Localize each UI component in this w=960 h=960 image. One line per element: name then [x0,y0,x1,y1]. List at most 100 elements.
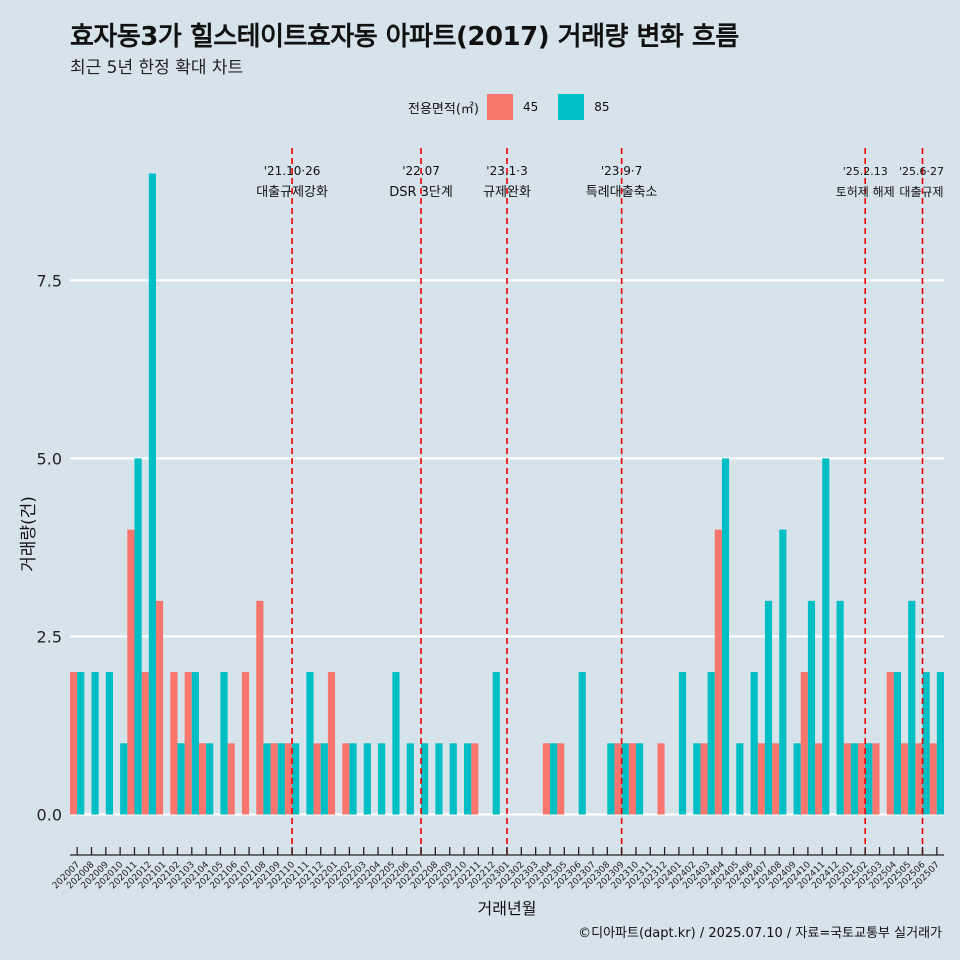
bar-45-202404 [714,529,722,815]
bar-85-202406 [750,672,758,815]
y-axis-title: 거래량(건) [19,496,39,572]
bar-85-202402 [693,743,701,815]
bar-85-202404 [721,458,730,815]
bar-85-202104 [206,743,214,815]
bar-45-202309 [614,743,622,815]
legend-label-85: 85 [594,100,610,114]
event-label: 규제완화 [483,185,531,200]
bar-45-202103 [184,672,192,815]
bar-85-202105 [220,672,228,815]
bar-45-202312 [657,743,665,815]
bar-45-202106 [227,743,235,815]
bar-85-202308 [607,743,615,815]
bar-45-202408 [772,743,780,815]
bar-85-202407 [764,600,773,815]
bar-85-202304 [549,743,558,815]
bar-45-202104 [198,743,207,815]
bar-45-202502 [858,743,866,815]
y-tick-label: 2.5 [37,627,62,646]
legend-swatch-45 [486,94,513,120]
bar-85-202504 [893,672,902,815]
y-tick-label: 5.0 [37,449,62,468]
bar-85-202212 [492,672,500,815]
event-date: '22.07 [402,164,440,178]
bar-45-202102 [170,672,178,815]
bar-45-202107 [241,672,250,815]
x-axis-title: 거래년월 [478,899,537,918]
bar-85-202409 [793,743,801,815]
bar-85-202502 [865,743,873,815]
event-label: 특례대출축소 [586,185,658,200]
bar-85-202205 [392,672,400,815]
bar-45-202101 [155,600,164,815]
bar-85-202007 [77,672,85,815]
bar-85-202207 [421,743,429,815]
bar-85-202501 [850,743,859,815]
legend-swatch-85 [558,94,585,120]
bar-45-202403 [700,743,708,815]
bar-45-202201 [327,672,336,815]
bar-85-202403 [707,672,715,815]
event-date: '25.2.13 [843,165,888,178]
legend-label-45: 45 [522,100,539,114]
bar-45-202505 [901,743,909,815]
chart-title: 효자동3가 힐스테이트효자동 아파트(2017) 거래량 변화 흐름 [70,22,739,52]
bar-85-202408 [779,529,787,815]
bar-45-202310 [628,743,636,815]
caption: ©디아파트(dapt.kr) / 2025.07.10 / 자료=국토교통부 실… [578,926,942,941]
bar-85-202011 [134,458,142,815]
bar-45-202501 [843,743,851,815]
bar-85-202410 [807,600,816,815]
bar-45-202012 [141,672,149,815]
event-label: DSR 3단계 [389,185,453,200]
bar-85-202012 [148,173,156,815]
event-date: '21.10·26 [264,164,321,178]
y-tick-label: 0.0 [37,806,62,825]
event-label: 대출규제 [899,185,943,199]
bar-85-202405 [736,743,744,815]
y-tick-label: 7.5 [37,271,62,290]
bar-45-202211 [471,743,479,815]
bar-85-202203 [363,743,371,815]
bar-85-202110 [292,743,300,815]
bar-85-202102 [177,743,185,815]
bar-85-202412 [836,600,844,815]
bar-85-202401 [678,672,687,815]
bar-45-202506 [915,743,923,815]
bar-85-202210 [464,743,472,815]
bar-85-202505 [908,600,916,815]
bar-45-202503 [872,743,880,815]
bar-45-202011 [127,529,135,815]
bar-85-202112 [320,743,328,815]
bar-85-202009 [105,672,113,815]
bar-85-202109 [277,743,285,815]
bar-85-202103 [191,672,199,815]
bar-45-202305 [557,743,565,815]
bar-45-202202 [342,743,350,815]
bar-85-202206 [406,743,414,815]
bar-45-202410 [800,672,808,815]
bar-45-202304 [542,743,550,815]
bar-85-202411 [822,458,830,815]
bar-85-202209 [449,743,457,815]
bar-45-202109 [270,743,278,815]
legend-title: 전용면적(㎡) [408,101,479,117]
bar-85-202010 [120,743,128,815]
bar-45-202411 [815,743,823,815]
bar-85-202108 [263,743,271,815]
event-date: '23.1·3 [486,164,527,178]
bar-85-202306 [578,672,586,815]
bar-85-202309 [621,743,629,815]
legend: 전용면적(㎡) 45 85 [408,93,630,121]
bar-85-202111 [306,672,314,815]
bar-45-202407 [757,743,765,815]
bar-85-202507 [936,672,944,815]
event-date: '25.6·27 [899,165,944,178]
chart-subtitle: 최근 5년 한정 확대 차트 [70,58,244,78]
event-label: 토허제 해제 [836,185,895,199]
event-date: '23.9·7 [601,164,642,178]
bar-85-202506 [922,672,930,815]
bar-45-202108 [256,600,264,815]
bar-85-202204 [378,743,386,815]
